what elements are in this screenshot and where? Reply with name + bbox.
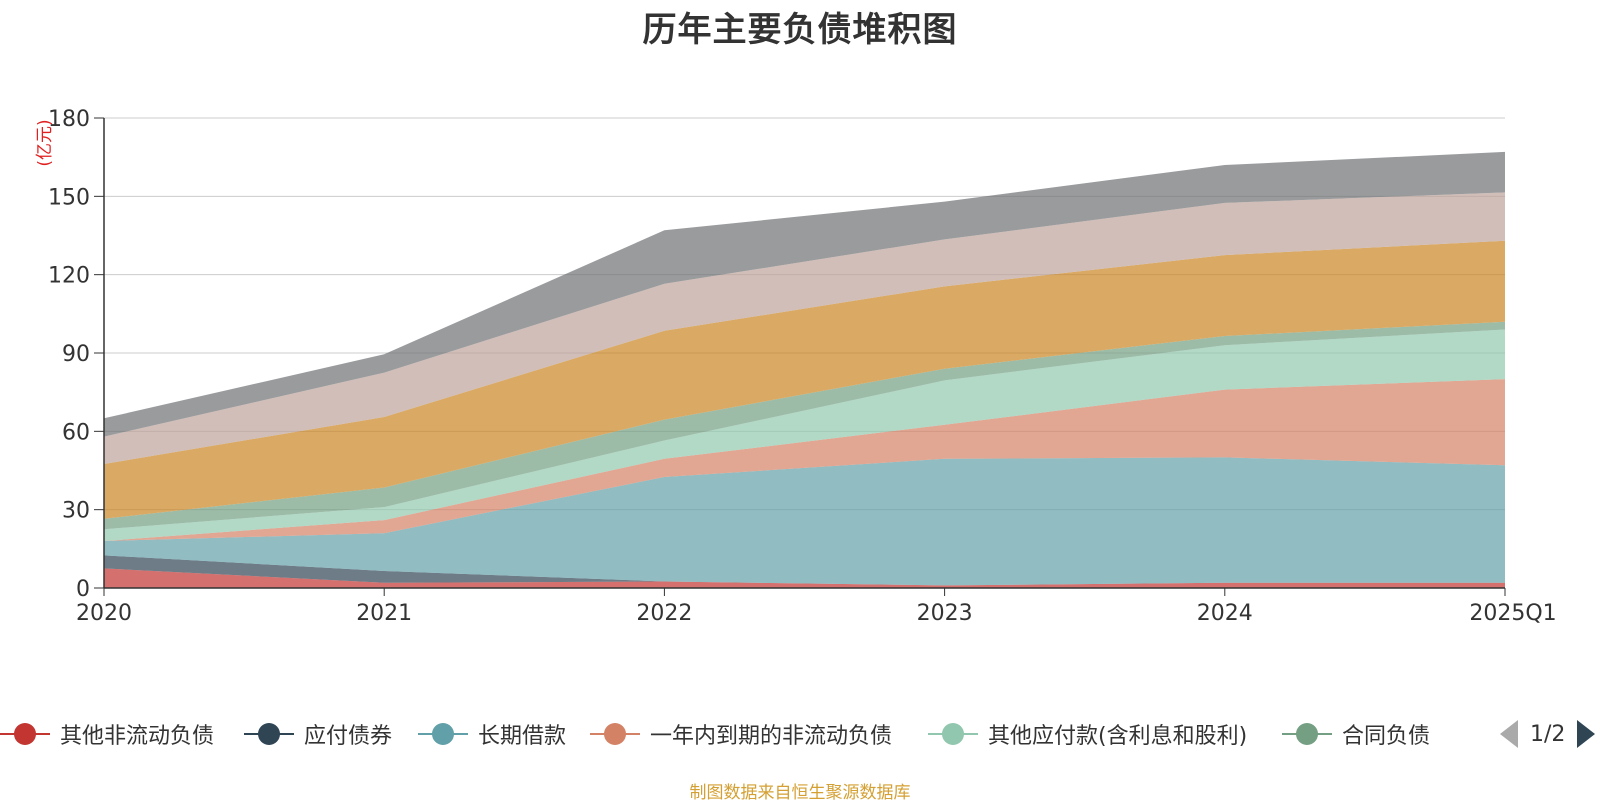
data-source-note: 制图数据来自恒生聚源数据库 — [689, 783, 911, 803]
x-tick-label: 2024 — [1197, 601, 1253, 626]
legend-symbol-icon — [590, 719, 640, 749]
legend-pager: 1/2 — [1500, 716, 1596, 752]
area-series-4[interactable] — [104, 329, 1505, 542]
x-tick-label: 2021 — [356, 601, 412, 626]
legend-item-contract-liabilities[interactable]: 合同负债 — [1282, 716, 1430, 752]
y-axis-unit-label: (亿元) — [35, 119, 55, 166]
legend-symbol-icon — [0, 719, 50, 749]
triangle-right-icon[interactable] — [1577, 720, 1596, 748]
legend-label: 合同负债 — [1342, 724, 1431, 749]
y-tick-label: 150 — [48, 185, 90, 210]
x-tick-label: 2025Q1 — [1469, 601, 1556, 626]
legend-item-bonds-payable[interactable]: 应付债券 — [244, 716, 392, 752]
area-series-8[interactable] — [104, 151, 1505, 437]
legend-item-other-payables[interactable]: 其他应付款(含利息和股利) — [928, 716, 1247, 752]
legend-page-indicator: 1/2 — [1530, 721, 1566, 747]
legend-label: 长期借款 — [478, 724, 567, 749]
area-series-1[interactable] — [104, 555, 1505, 586]
area-series-0[interactable] — [104, 568, 1505, 588]
area-series — [104, 151, 1505, 588]
legend-symbol-icon — [418, 719, 468, 749]
y-tick-label: 60 — [62, 420, 90, 445]
x-tick-label: 2020 — [76, 601, 132, 626]
area-series-5[interactable] — [104, 321, 1505, 530]
area-series-2[interactable] — [104, 457, 1505, 586]
chart-title: 历年主要负债堆积图 — [642, 10, 958, 50]
legend-symbol-icon — [1282, 719, 1332, 749]
axes: 0 30 60 90 120 150 180 2020 2021 2022 2023 2024 2025… — [48, 107, 1557, 626]
area-series-6[interactable] — [104, 240, 1505, 519]
legend-label: 应付债券 — [304, 724, 393, 749]
legend-symbol-icon — [928, 719, 978, 749]
legend-item-current-portion[interactable]: 一年内到期的非流动负债 — [590, 716, 892, 752]
legend: 其他非流动负债 应付债券 长期借款 一年内到期的非流动负债 其他应付款(含利息和… — [0, 716, 1600, 752]
legend-item-long-term-loans[interactable]: 长期借款 — [418, 716, 566, 752]
triangle-left-icon[interactable] — [1500, 720, 1518, 748]
x-tick-label: 2023 — [917, 601, 973, 626]
y-tick-label: 0 — [76, 577, 90, 602]
y-tick-label: 180 — [48, 107, 90, 132]
area-series-7[interactable] — [104, 192, 1505, 464]
legend-item-other-noncurrent[interactable]: 其他非流动负债 — [0, 716, 214, 752]
legend-label: 其他应付款(含利息和股利) — [988, 724, 1248, 749]
y-tick-label: 90 — [62, 342, 90, 367]
legend-label: 其他非流动负债 — [60, 724, 215, 749]
y-tick-label: 30 — [62, 499, 90, 524]
x-tick-label: 2022 — [636, 601, 692, 626]
stacked-area-chart: 0 30 60 90 120 150 180 2020 2021 2022 2023 2024 2025… — [35, 107, 1557, 626]
y-tick-label: 120 — [48, 264, 90, 289]
legend-symbol-icon — [244, 719, 294, 749]
area-series-3[interactable] — [104, 379, 1505, 541]
legend-label: 一年内到期的非流动负债 — [650, 724, 893, 749]
